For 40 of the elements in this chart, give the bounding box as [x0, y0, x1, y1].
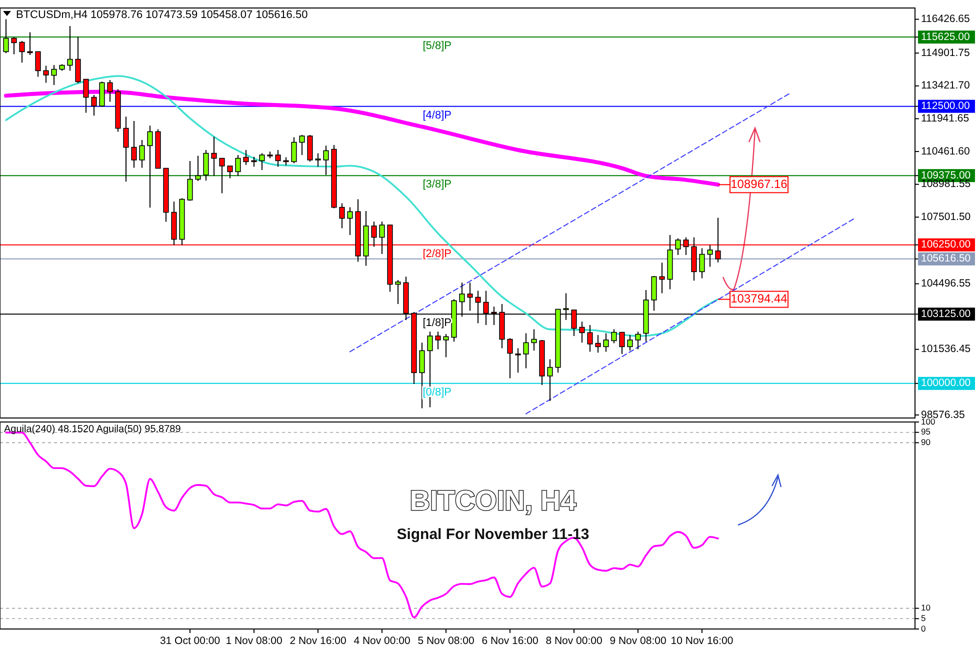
ref-line-label: [1/8]P [422, 317, 452, 330]
y-tick-label: 95 [921, 426, 931, 437]
y-tick-label: 116426.65 [921, 13, 970, 26]
y-tick-label: 103125.00 [921, 308, 971, 320]
x-tick-label: 10 Nov 16:00 [670, 635, 734, 647]
text: Signal For November 11-13 [396, 526, 590, 543]
x-tick-label: 2 Nov 16:00 [290, 635, 346, 647]
y-tick-label: 90 [921, 436, 931, 447]
ref-line-label: [3/8]P [422, 178, 452, 191]
x-tick-label: 1 Nov 08:00 [226, 635, 282, 647]
y-tick-label: 115625.00 [921, 30, 970, 43]
x-tick-label: 6 Nov 16:00 [482, 635, 538, 647]
y-tick-label: 105616.50 [921, 252, 971, 265]
ref-line-label: [4/8]P [422, 109, 452, 122]
y-tick-label: 100000.00 [921, 377, 971, 390]
y-tick-label: 10 [921, 602, 931, 613]
y-tick-label: 5 [921, 612, 926, 623]
y-tick-label: 106250.00 [921, 238, 971, 251]
annotation: 103794.44 [730, 291, 788, 306]
text: BITCOIN, H4 [410, 485, 577, 516]
x-tick-label: 9 Nov 08:00 [610, 635, 666, 647]
y-tick-label: 101536.45 [921, 343, 971, 356]
y-tick-label: 0 [921, 623, 926, 634]
x-tick-label: 31 Oct 00:00 [160, 635, 220, 647]
y-tick-label: 112500.00 [921, 100, 970, 112]
y-tick-label: 111941.65 [921, 112, 970, 124]
y-tick-label: 107501.50 [921, 210, 971, 223]
x-tick-label: 5 Nov 08:00 [418, 635, 474, 647]
x-tick-label: 4 Nov 00:00 [354, 635, 410, 647]
ref-line-label: [2/8]P [422, 248, 452, 260]
y-tick-label: 108981.55 [921, 178, 971, 190]
ref-line-label: [5/8]P [422, 40, 452, 52]
y-tick-label: 110461.60 [921, 145, 970, 158]
y-tick-label: 104496.55 [921, 278, 971, 290]
annotation: Aguila(240) 48.1520 Aguila(50) 95.8789 [4, 424, 182, 435]
y-tick-label: 114901.75 [921, 46, 970, 59]
x-tick-label: 8 Nov 00:00 [546, 635, 602, 647]
chart-title: BTCUSDm,H4 105978.76 107473.59 105458.07 105616.50 [16, 9, 308, 21]
annotation: 108967.16 [730, 176, 788, 191]
y-tick-label: 113421.70 [921, 80, 970, 92]
